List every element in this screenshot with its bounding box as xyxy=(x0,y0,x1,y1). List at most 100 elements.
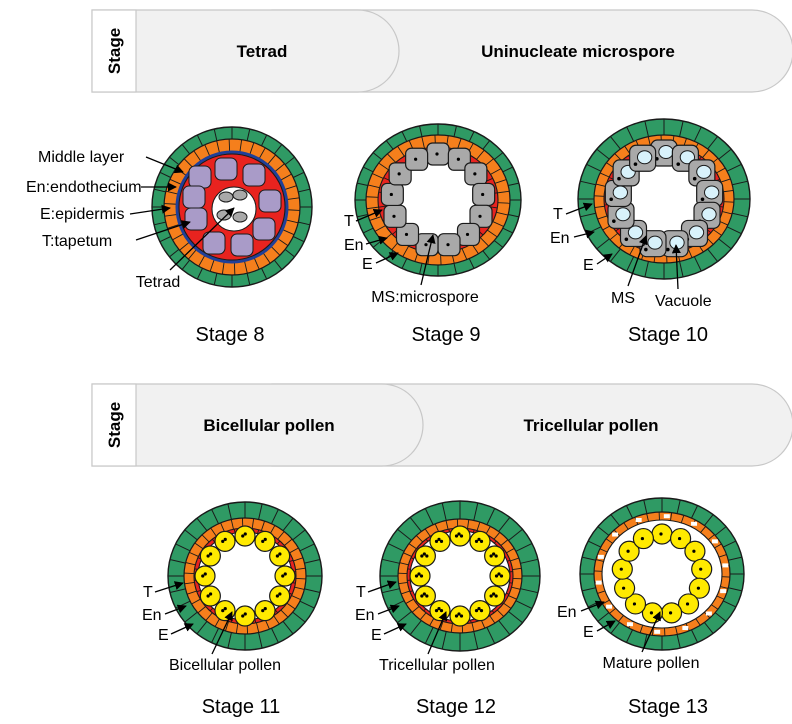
endothecium-cell-wall xyxy=(216,140,221,154)
nucleus xyxy=(221,609,225,613)
epidermis-cell-wall xyxy=(184,529,198,541)
epidermis-cell-wall xyxy=(486,508,496,525)
degenerated-cell xyxy=(711,539,718,544)
epidermis-cell-wall xyxy=(508,611,523,624)
epidermis-cell-wall xyxy=(580,212,596,218)
nucleus xyxy=(494,574,499,578)
endothecium-cell-wall xyxy=(670,512,673,521)
endothecium-cell-wall xyxy=(487,229,498,238)
nucleus xyxy=(435,152,439,156)
nucleus xyxy=(281,574,285,578)
endothecium-cell-wall xyxy=(205,612,213,621)
vacuole xyxy=(669,235,685,250)
epidermis-cell-wall xyxy=(625,505,633,519)
endothecium-cell-wall xyxy=(720,586,729,589)
endothecium-cell-wall xyxy=(386,153,397,163)
epidermis-cell-wall xyxy=(213,273,218,286)
endothecium-cell-wall xyxy=(599,172,610,178)
nucleus xyxy=(692,549,696,553)
epidermis-cell-wall xyxy=(298,221,311,226)
epidermis-cell-wall xyxy=(227,632,232,649)
tetrad-microspore xyxy=(232,211,248,223)
endothecium-cell-wall xyxy=(639,624,644,633)
epidermis-cell-wall xyxy=(723,600,737,608)
banner-side-label: Stage xyxy=(105,28,124,74)
phase-banner-top: Stage Tetrad Uninucleate microspore xyxy=(91,9,792,93)
vacuole xyxy=(615,207,631,222)
label-mature-pollen: Mature pollen xyxy=(603,655,700,672)
endothecium-cell-wall xyxy=(720,178,731,183)
endothecium-cell-wall xyxy=(695,618,701,626)
epidermis-cell-wall xyxy=(409,620,422,635)
epidermis-cell-wall xyxy=(728,587,743,592)
stage-caption: Stage 12 xyxy=(416,696,496,718)
nucleus xyxy=(494,594,498,598)
endothecium-cell-wall xyxy=(230,519,234,530)
nucleus xyxy=(459,614,464,618)
epidermis-cell-wall xyxy=(211,628,219,643)
epidermis-cell-wall xyxy=(271,509,279,524)
nucleus xyxy=(434,539,439,543)
endothecium-cell-wall xyxy=(197,606,206,614)
nucleus xyxy=(206,594,210,598)
label-tapetum: T xyxy=(143,584,153,601)
endothecium-cell-wall xyxy=(497,609,504,617)
endothecium-cell-wall xyxy=(289,547,299,554)
endothecium-cell-wall xyxy=(273,615,280,625)
epidermis-cell-wall xyxy=(520,558,539,564)
epidermis-cell-wall xyxy=(482,140,491,150)
epidermis-cell-wall xyxy=(453,263,457,275)
degenerated-cell xyxy=(612,532,619,537)
epidermis-cell-wall xyxy=(299,600,315,609)
endothecium-cell-wall xyxy=(416,535,423,543)
epidermis-cell-wall xyxy=(153,188,166,193)
epidermis-cell-wall xyxy=(625,629,633,643)
nucleus xyxy=(275,554,279,558)
nucleus xyxy=(692,176,697,181)
epidermis-cell-wall xyxy=(181,259,190,270)
epidermis-cell-wall xyxy=(453,125,457,137)
endothecium-cell-wall xyxy=(700,526,706,533)
arrow-tetrad xyxy=(169,207,235,271)
nucleus xyxy=(241,534,245,538)
epidermis-cell-wall xyxy=(486,627,496,644)
nucleus xyxy=(414,574,419,578)
nucleus xyxy=(420,554,424,558)
endothecium-cell-wall xyxy=(285,219,299,224)
arrow-tapetum xyxy=(154,581,184,593)
nucleus xyxy=(465,232,470,237)
bicellular-pollen xyxy=(269,585,291,607)
endothecium-cell-wall xyxy=(374,225,386,232)
endothecium-cell-wall xyxy=(411,606,420,613)
endothecium-cell-wall xyxy=(702,149,710,158)
stage-caption: Stage 10 xyxy=(628,324,708,346)
epidermis-cell-wall xyxy=(282,517,294,531)
arrow-tapetum xyxy=(367,580,397,593)
arrow-tapetum xyxy=(565,202,593,215)
stage-10-annotations: T En E MS Vacuole Stage 10 xyxy=(550,202,712,346)
epidermis-cell-wall xyxy=(153,221,166,226)
label-tapetum: T xyxy=(553,206,563,223)
epidermis-cell-wall xyxy=(718,148,732,160)
tetrad-cell xyxy=(184,207,208,231)
endothecium-cell-wall xyxy=(467,519,470,529)
epidermis-cell-wall xyxy=(271,628,279,643)
endothecium-cell-wall xyxy=(201,534,210,543)
nucleus xyxy=(278,592,282,596)
nucleus xyxy=(497,572,501,576)
epidermis-cell-wall xyxy=(691,505,699,519)
arrow-mature-pollen xyxy=(641,611,661,653)
endothecium-cell-wall xyxy=(184,582,195,585)
epidermis-cell-wall xyxy=(246,273,251,286)
nucleus xyxy=(261,609,265,613)
endothecium-cell-wall xyxy=(367,184,380,189)
endothecium-cell-wall xyxy=(186,590,197,595)
endothecium-cell-wall xyxy=(277,237,289,247)
degenerated-cell xyxy=(720,589,727,594)
epidermis-cell-wall xyxy=(676,634,681,649)
vacuole xyxy=(688,225,705,240)
nucleus xyxy=(425,594,429,598)
nucleus xyxy=(612,219,616,223)
label-epidermis: E xyxy=(583,257,594,274)
stage-12-annotations: T En E Tricellular pollen Stage 12 xyxy=(355,580,496,718)
